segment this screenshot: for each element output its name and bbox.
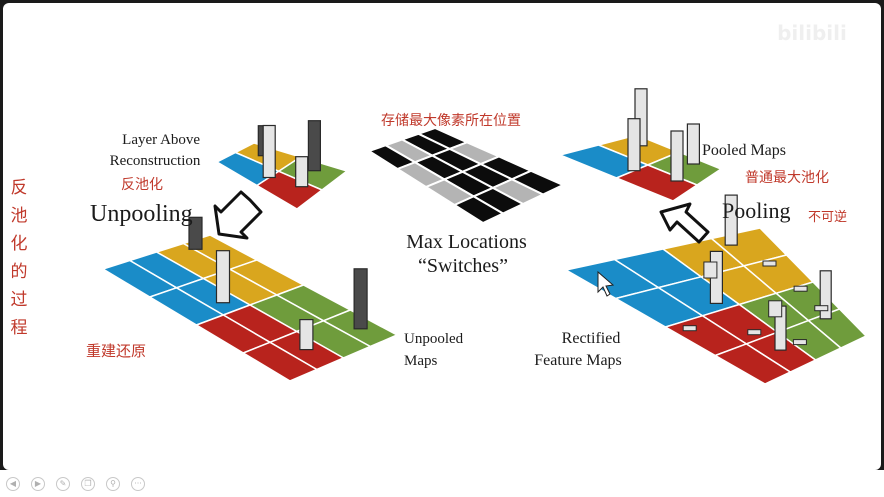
unpooled-maps-grid	[102, 216, 398, 382]
activation-bar	[627, 118, 641, 172]
diagram: bilibili Layer Above Reconstruction Unpo…	[11, 21, 867, 385]
activation-bar	[724, 194, 738, 246]
activation-bar	[819, 270, 832, 320]
activation-bar	[188, 216, 203, 250]
next-icon[interactable]: ▶	[31, 477, 45, 491]
pen-icon[interactable]: ✎	[56, 477, 70, 491]
activation-bar	[295, 156, 309, 188]
activation-marker	[747, 329, 762, 336]
annotation-irreversible: 不可逆	[808, 209, 847, 225]
activation-bar	[353, 268, 368, 330]
annotation-fan-chi-hua: 反池化	[121, 177, 163, 193]
annotation-normal-max-pooling: 普通最大池化	[745, 170, 829, 186]
activation-bar	[262, 124, 276, 179]
annotation-store-positions: 存储最大像素所在位置	[381, 113, 521, 129]
activation-marker	[682, 325, 697, 332]
rectified-feature-maps-label: Rectified Feature Maps	[534, 330, 624, 369]
unpooling-arrow-icon	[213, 190, 263, 240]
slide-canvas: bilibili Layer Above Reconstruction Unpo…	[3, 3, 881, 470]
activation-marker	[768, 300, 783, 318]
layer-above-grid	[216, 120, 348, 210]
pooled-maps-label: Pooled Maps	[702, 142, 786, 159]
activation-bar	[215, 250, 231, 304]
activation-marker	[792, 339, 807, 346]
activation-bar	[299, 319, 314, 351]
player-toolbar	[0, 470, 884, 497]
annotation-vertical-char: 化	[11, 234, 28, 254]
pooling-arrow-icon	[659, 202, 710, 244]
grid-cell	[242, 341, 318, 382]
annotation-vertical-char: 反	[11, 178, 28, 198]
annotation-vertical-char: 程	[11, 318, 28, 338]
activation-bar	[670, 130, 684, 182]
pooled-maps-grid	[559, 88, 722, 202]
activation-marker	[762, 260, 777, 267]
switch-cell	[453, 195, 504, 224]
copy-icon[interactable]: ❐	[81, 477, 95, 491]
annotation-vertical-char: 池	[11, 206, 28, 226]
rectified-feature-maps-grid	[565, 194, 867, 385]
bilibili-watermark: bilibili	[777, 21, 847, 45]
annotation-rebuild-restore: 重建还原	[86, 342, 146, 360]
activation-bar	[686, 123, 701, 165]
previous-icon[interactable]: ◀	[6, 477, 20, 491]
annotation-vertical-char: 过	[11, 290, 28, 310]
layer-above-label: Layer Above Reconstruction	[110, 132, 204, 169]
search-icon[interactable]: ⚲	[106, 477, 120, 491]
activation-marker	[703, 261, 718, 279]
activation-bar	[307, 120, 321, 172]
more-icon[interactable]: ···	[131, 477, 145, 491]
max-locations-label: Max Locations “Switches”	[406, 231, 532, 277]
grid-cell	[714, 343, 792, 385]
switches-grid	[368, 127, 564, 224]
annotation-vertical-char: 的	[11, 262, 28, 282]
activation-marker	[814, 305, 829, 312]
unpooling-label: Unpooling	[90, 201, 193, 227]
activation-marker	[793, 285, 808, 292]
unpooled-maps-label: Unpooled Maps	[404, 331, 467, 369]
mouse-cursor-icon	[597, 270, 615, 297]
pooling-label: Pooling	[722, 198, 790, 223]
